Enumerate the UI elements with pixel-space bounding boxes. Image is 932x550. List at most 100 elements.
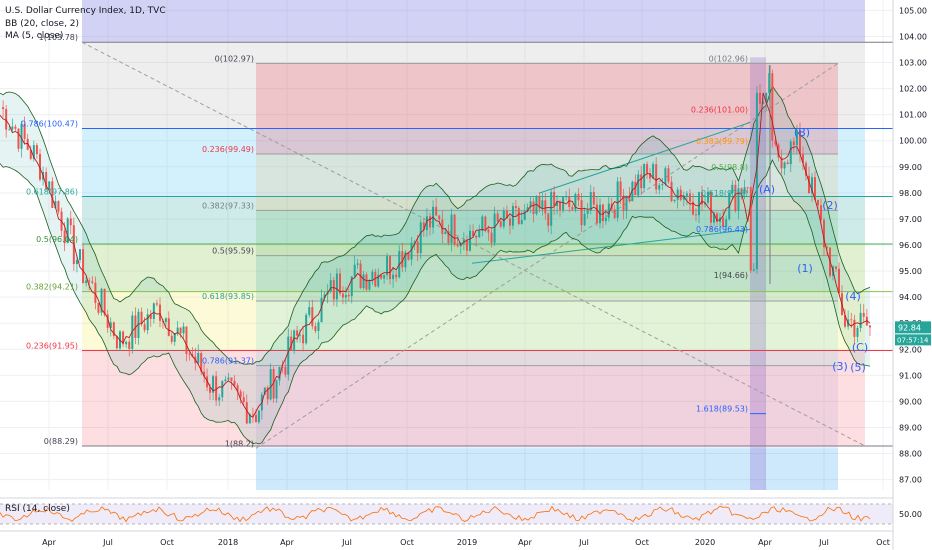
candle-body	[122, 331, 125, 345]
candle-body	[655, 164, 658, 190]
fib-zone-1-0786	[82, 42, 865, 129]
symbol-title[interactable]: U.S. Dollar Currency Index, 1D, TVC	[5, 6, 166, 16]
time-tick-label: Jul	[818, 538, 829, 547]
candle-body	[487, 229, 490, 233]
candle-body	[631, 181, 634, 202]
candle-body	[670, 181, 673, 201]
candle-body	[716, 213, 718, 222]
candle-body	[695, 214, 697, 216]
candle-body	[658, 185, 661, 190]
candle-body	[164, 318, 167, 323]
time-tick-label: Oct	[635, 538, 649, 547]
time-tick-label: Oct	[400, 538, 414, 547]
candle-body	[200, 353, 203, 372]
candle-body	[88, 280, 91, 282]
candle-body	[185, 326, 188, 354]
wave-label: (4)	[845, 290, 861, 303]
candle-body	[134, 315, 137, 338]
candle-body	[780, 157, 783, 169]
channel-upper-line[interactable]	[539, 122, 751, 194]
rsi-indicator-label[interactable]: RSI (14, close)	[5, 504, 70, 514]
candle-body	[245, 402, 248, 424]
candle-body	[14, 126, 17, 129]
candle-body	[589, 192, 592, 211]
price-tick-label: 96.00	[899, 241, 922, 250]
price-tick-label: 103.00	[899, 59, 927, 68]
candle-body	[799, 130, 801, 155]
candle-body	[416, 241, 419, 254]
candle-body	[737, 188, 740, 211]
candle-body	[374, 271, 377, 287]
candle-body	[835, 266, 837, 269]
candle-body	[689, 193, 691, 202]
price-tick-label: 90.00	[899, 397, 922, 406]
candle-body	[106, 314, 109, 328]
candle-body	[850, 319, 853, 321]
candle-body	[257, 410, 260, 423]
candle-body	[299, 334, 301, 336]
candle-body	[646, 164, 649, 174]
candle-body	[170, 335, 173, 342]
candle-body	[233, 380, 236, 386]
fib-mid-label: 0.5(95.59)	[212, 247, 254, 256]
time-axis[interactable]: Apr Jul Oct 2018 Apr Jul Oct 2019 Apr Jul Oct 2020 A…	[42, 538, 890, 547]
candle-body	[401, 251, 404, 268]
moving-average-line	[0, 92, 871, 418]
candle-body	[685, 193, 688, 196]
price-tick-label: 99.00	[899, 163, 922, 172]
fib-left-label: 0.618(97.86)	[26, 188, 78, 197]
bb-indicator-label[interactable]: BB (20, close, 2)	[5, 19, 80, 29]
candle-body	[94, 282, 97, 303]
candle-body	[215, 376, 218, 401]
wave-label: (A)	[759, 183, 775, 196]
candle-body	[505, 210, 508, 219]
fibonacci-retracement-zones[interactable]	[82, 0, 893, 491]
fib-right-label: 1(94.66)	[714, 271, 748, 280]
trend-lines[interactable]	[81, 41, 866, 449]
price-axis[interactable]: 105.00 104.00 103.00 102.00 101.00 100.00 99.0…	[892, 0, 932, 550]
candle-body	[45, 172, 48, 190]
dashed-rising-line[interactable]	[255, 62, 839, 449]
candle-body	[69, 218, 72, 226]
fib-left-label: 0.236(91.95)	[26, 342, 78, 351]
candle-body	[383, 275, 386, 279]
candle-body	[616, 181, 619, 218]
time-tick-label: Jul	[578, 538, 589, 547]
candle-body	[637, 174, 640, 196]
candle-body	[490, 232, 493, 243]
rsi-pane[interactable]	[0, 497, 893, 532]
candle-body	[517, 207, 520, 225]
candle-body	[553, 191, 556, 207]
candle-body	[755, 92, 758, 270]
fib-mid-label: 0.382(97.33)	[202, 201, 254, 210]
candle-body	[140, 311, 143, 325]
ma-indicator-label[interactable]: MA (5, close)	[5, 31, 64, 41]
candle-body	[85, 280, 88, 284]
candle-body	[752, 269, 755, 271]
candle-body	[278, 366, 281, 381]
price-tick-label: 92.00	[899, 345, 922, 354]
candle-body	[284, 367, 287, 375]
price-tick-label: 100.00	[899, 137, 927, 146]
fib-extension-zone	[82, 0, 865, 43]
channel-lower-line[interactable]	[471, 228, 751, 264]
wave-label: (2)	[822, 199, 838, 212]
candle-body	[844, 315, 846, 327]
candle-body	[547, 213, 550, 226]
fibonacci-labels: 1(103.78) 0.786(100.47) 0.618(97.86) 0.5(96…	[21, 33, 766, 448]
time-tick-label: Jul	[102, 538, 113, 547]
candle-body	[155, 303, 158, 305]
candle-body	[347, 294, 350, 297]
candle-body	[323, 294, 326, 298]
candle-body	[520, 219, 523, 225]
candle-body	[682, 195, 685, 200]
candle-body	[583, 213, 586, 226]
candle-body	[386, 256, 389, 276]
candle-body	[17, 128, 20, 149]
candle-body	[532, 201, 535, 214]
candle-body	[429, 216, 431, 228]
candle-body	[26, 138, 29, 150]
covid-time-zone	[750, 57, 766, 491]
fib2-zone-0786-1	[256, 365, 838, 449]
